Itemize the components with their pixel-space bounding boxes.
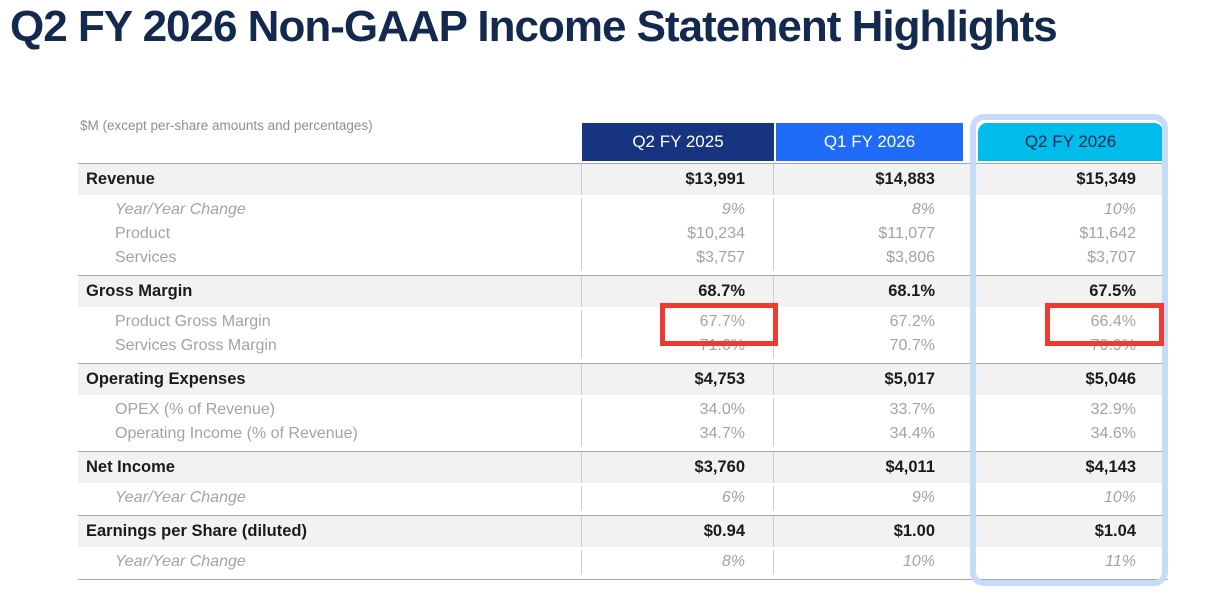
table-header-row: Q2 FY 2025 Q1 FY 2026 Q2 FY 2026 <box>78 123 1168 161</box>
cell-q1-fy-2026: 10% <box>902 553 935 570</box>
table-section: Operating Expenses $4,753 $5,017 $5,046 OPEX… <box>78 363 1168 451</box>
row-label: Services <box>78 246 582 270</box>
column-header-q2-fy-2026: Q2 FY 2026 <box>978 123 1163 161</box>
cell-q1-fy-2026: 70.7% <box>889 337 935 354</box>
cell-q1-fy-2026: 33.7% <box>889 401 935 418</box>
cell-q2-fy-2025: $3,760 <box>582 452 774 483</box>
table-row: Year/Year Change 6% 9% 10% <box>78 486 1168 510</box>
cell-q2-fy-2025: 67.7% <box>582 310 774 334</box>
cell-q2-fy-2025: $3,757 <box>582 246 774 270</box>
sub-rows: Year/Year Change 6% 9% 10% <box>78 483 1168 515</box>
cell-q2-fy-2026: $4,143 <box>1085 458 1136 476</box>
header-spacer <box>78 123 582 161</box>
row-label: Year/Year Change <box>78 198 582 222</box>
row-label: Revenue <box>78 164 582 195</box>
cell-q2-fy-2025: $10,234 <box>582 222 774 246</box>
cell-q2-fy-2026: $11,642 <box>1079 225 1136 242</box>
table-row: Earnings per Share (diluted) $0.94 $1.00 $1… <box>78 516 1168 547</box>
row-label: OPEX (% of Revenue) <box>78 398 582 422</box>
table-row: Year/Year Change 9% 8% 10% <box>78 198 1168 222</box>
table-row: Year/Year Change 8% 10% 11% <box>78 550 1168 574</box>
table-row: Services Gross Margin 71.6% 70.7% 70.9% <box>78 334 1168 358</box>
cell-q1-fy-2026: $3,806 <box>886 249 935 266</box>
units-note: $M (except per-share amounts and percent… <box>80 118 373 133</box>
table-row: Net Income $3,760 $4,011 $4,143 <box>78 452 1168 483</box>
cell-q2-fy-2025: 34.7% <box>582 422 774 446</box>
table-row: Operating Income (% of Revenue) 34.7% 34.4… <box>78 422 1168 446</box>
table-row: Operating Expenses $4,753 $5,017 $5,046 <box>78 364 1168 395</box>
cell-q1-fy-2026: $4,011 <box>885 458 935 476</box>
row-label: Operating Expenses <box>78 364 582 395</box>
cell-q1-fy-2026: 68.1% <box>888 282 935 300</box>
table-section: Net Income $3,760 $4,011 $4,143 Year/Year Ch… <box>78 451 1168 515</box>
slide-title: Q2 FY 2026 Non-GAAP Income Statement Hig… <box>10 2 1058 51</box>
cell-q2-fy-2026: $1.04 <box>1094 522 1136 540</box>
sub-rows: OPEX (% of Revenue) 34.0% 33.7% 32.9% Operat… <box>78 395 1168 451</box>
income-statement-table: Q2 FY 2025 Q1 FY 2026 Q2 FY 2026 Revenue $1… <box>78 114 1168 586</box>
cell-q2-fy-2026: 34.6% <box>1090 425 1136 442</box>
cell-q2-fy-2025: 68.7% <box>582 276 774 307</box>
cell-q1-fy-2026: $5,017 <box>884 370 935 388</box>
row-label: Product Gross Margin <box>78 310 582 334</box>
row-label: Year/Year Change <box>78 486 582 510</box>
table-row: Product $10,234 $11,077 $11,642 <box>78 222 1168 246</box>
cell-q2-fy-2025: 8% <box>582 550 774 574</box>
cell-q1-fy-2026: 67.2% <box>889 313 935 330</box>
row-label: Operating Income (% of Revenue) <box>78 422 582 446</box>
row-label: Services Gross Margin <box>78 334 582 358</box>
cell-q2-fy-2025: 71.6% <box>582 334 774 358</box>
cell-q2-fy-2026: $5,046 <box>1085 370 1136 388</box>
cell-q2-fy-2025: $0.94 <box>582 516 774 547</box>
cell-q2-fy-2026: 10% <box>1103 489 1136 506</box>
sub-rows: Product Gross Margin 67.7% 67.2% 66.4% Servi… <box>78 307 1168 363</box>
cell-q2-fy-2025: 6% <box>582 486 774 510</box>
table-row: Revenue $13,991 $14,883 $15,349 <box>78 164 1168 195</box>
sub-rows: Year/Year Change 9% 8% 10% Product $10,234 $11… <box>78 195 1168 275</box>
table-row: Services $3,757 $3,806 $3,707 <box>78 246 1168 270</box>
cell-q2-fy-2026: $3,707 <box>1087 249 1136 266</box>
cell-q2-fy-2025: 34.0% <box>582 398 774 422</box>
cell-q2-fy-2026: 11% <box>1105 553 1136 570</box>
cell-q2-fy-2026: 70.9% <box>1090 337 1136 354</box>
table-section: Gross Margin 68.7% 68.1% 67.5% Product Gross… <box>78 275 1168 363</box>
cell-q1-fy-2026: $14,883 <box>875 170 935 188</box>
table-row: Product Gross Margin 67.7% 67.2% 66.4% <box>78 310 1168 334</box>
cell-q1-fy-2026: 9% <box>911 489 935 506</box>
column-header-q2-fy-2025: Q2 FY 2025 <box>582 123 774 161</box>
row-label: Earnings per Share (diluted) <box>78 516 582 547</box>
table-section: Revenue $13,991 $14,883 $15,349 Year/Year Ch… <box>78 163 1168 275</box>
table-body: Revenue $13,991 $14,883 $15,349 Year/Year Ch… <box>78 163 1168 580</box>
table-row: OPEX (% of Revenue) 34.0% 33.7% 32.9% <box>78 398 1168 422</box>
cell-q2-fy-2026: 67.5% <box>1089 282 1136 300</box>
cell-q2-fy-2026: 10% <box>1103 201 1136 218</box>
row-label: Product <box>78 222 582 246</box>
row-label: Net Income <box>78 452 582 483</box>
cell-q2-fy-2025: $4,753 <box>582 364 774 395</box>
row-label: Year/Year Change <box>78 550 582 574</box>
table-row: Gross Margin 68.7% 68.1% 67.5% <box>78 276 1168 307</box>
row-label: Gross Margin <box>78 276 582 307</box>
cell-q1-fy-2026: 8% <box>911 201 935 218</box>
cell-q2-fy-2026: 66.4% <box>1090 313 1136 330</box>
cell-q1-fy-2026: $1.00 <box>893 522 935 540</box>
cell-q1-fy-2026: 34.4% <box>889 425 935 442</box>
cell-q2-fy-2025: $13,991 <box>582 164 774 195</box>
cell-q2-fy-2026: $15,349 <box>1076 170 1136 188</box>
column-header-q1-fy-2026: Q1 FY 2026 <box>776 123 963 161</box>
cell-q1-fy-2026: $11,077 <box>878 225 935 242</box>
cell-q2-fy-2026: 32.9% <box>1090 401 1136 418</box>
sub-rows: Year/Year Change 8% 10% 11% <box>78 547 1168 579</box>
cell-q2-fy-2025: 9% <box>582 198 774 222</box>
table-section: Earnings per Share (diluted) $0.94 $1.00 $1… <box>78 515 1168 579</box>
